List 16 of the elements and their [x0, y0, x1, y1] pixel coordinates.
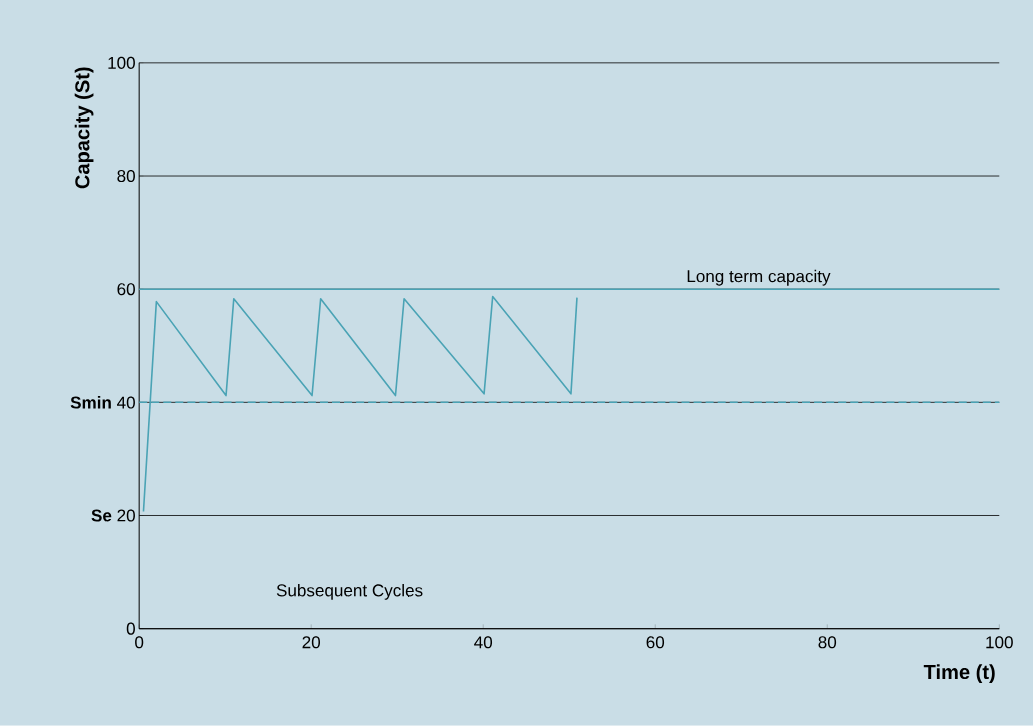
y-tick-label: 0 [126, 622, 135, 635]
annotation: Subsequent Cycles [276, 584, 423, 600]
y-tick-label: Smin 40 [70, 396, 135, 409]
y-tick-label: 60 [117, 283, 135, 296]
x-tick-label: 80 [818, 636, 837, 649]
ref-line-label: Long term capacity [687, 269, 831, 286]
y-tick-label: 100 [108, 56, 135, 69]
y-axis-title: Capacity (St) [74, 67, 94, 189]
x-tick-label: 40 [474, 636, 493, 649]
x-axis-title: Time (t) [923, 664, 995, 684]
y-tick-label: 80 [117, 170, 135, 183]
x-tick-label: 60 [646, 636, 665, 649]
x-tick-label: 20 [302, 636, 321, 649]
x-tick-label: 0 [135, 636, 144, 649]
y-tick-label: Se 20 [91, 509, 135, 522]
x-tick-label: 100 [986, 636, 1013, 649]
